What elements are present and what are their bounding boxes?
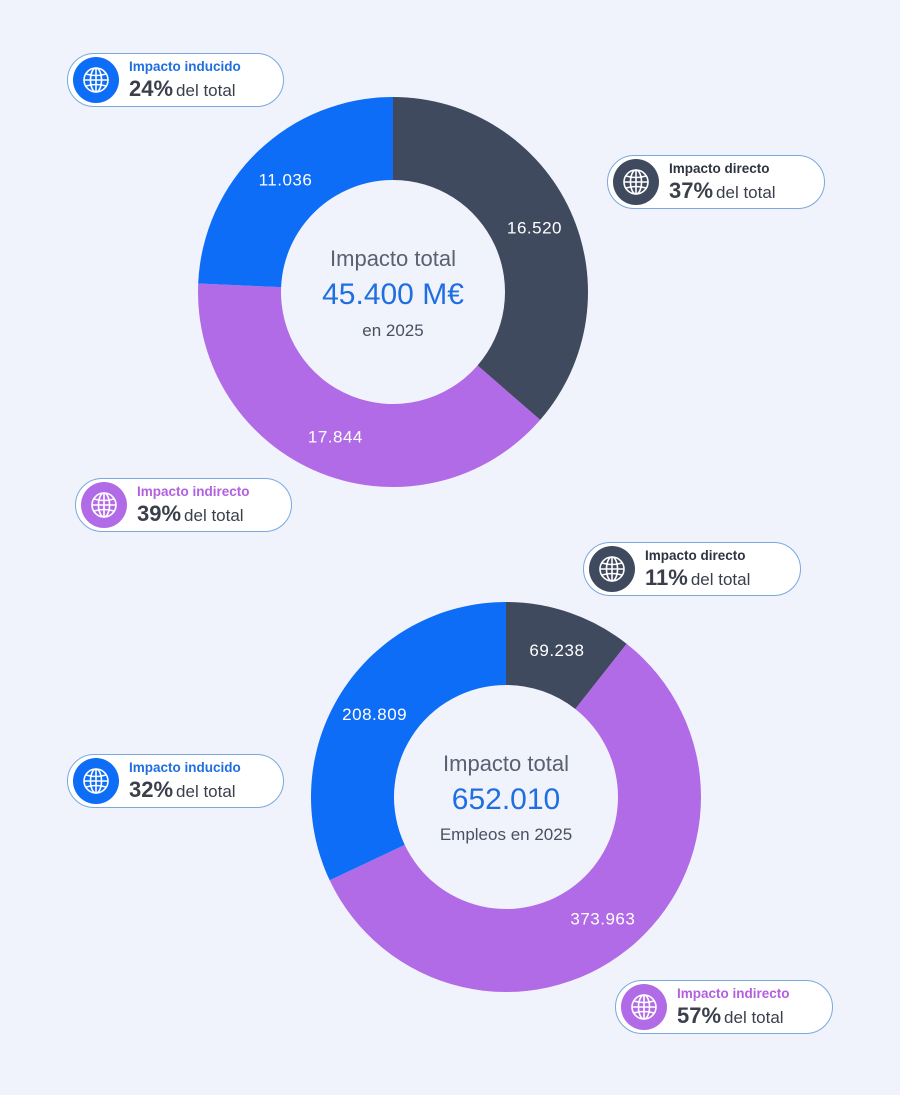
globe-icon-badge <box>81 482 127 528</box>
globe-icon <box>623 169 649 195</box>
legend-percent: 37% <box>669 177 714 203</box>
globe-icon-badge <box>73 758 119 804</box>
globe-icon <box>83 67 109 93</box>
globe-icon-badge <box>589 546 635 592</box>
legend-suffix: del total <box>724 1007 784 1027</box>
legend-category: Impacto directo <box>645 548 746 564</box>
slice-value-label: 373.963 <box>570 910 635 929</box>
slice-inducido <box>310 602 506 881</box>
legend-suffix: del total <box>176 80 236 100</box>
legend-pill-directo: Impacto directo 11% del total <box>583 542 801 596</box>
slice-value-label: 11.036 <box>259 171 313 190</box>
legend-category: Impacto indirecto <box>137 484 250 500</box>
legend-suffix: del total <box>184 505 244 525</box>
slice-indirecto <box>329 643 701 992</box>
legend-text: Impacto indirecto 57% del total <box>677 987 790 1027</box>
legend-percent: 39% <box>137 500 182 526</box>
legend-suffix: del total <box>176 781 236 801</box>
center-subtitle: en 2025 <box>362 321 423 340</box>
legend-percent: 32% <box>129 776 174 802</box>
globe-icon-badge <box>621 984 667 1030</box>
donut-chart-employment: 69.238 373.963 208.809 Impacto total 652.010… <box>310 602 701 992</box>
slice-value-label: 208.809 <box>342 705 407 724</box>
legend-category: Impacto inducido <box>129 760 241 776</box>
legend-percent-line: 39% del total <box>137 500 250 526</box>
legend-percent: 24% <box>129 75 174 101</box>
legend-pill-inducido: Impacto inducido 32% del total <box>67 754 284 808</box>
legend-suffix: del total <box>690 569 751 589</box>
slice-value-label: 69.238 <box>529 641 584 660</box>
legend-percent: 11% <box>645 564 688 590</box>
center-value: 45.400 M€ <box>322 278 464 311</box>
globe-icon-badge <box>73 57 119 103</box>
legend-percent-line: 37% del total <box>669 177 776 203</box>
globe-icon <box>91 492 117 518</box>
legend-pill-indirecto: Impacto indirecto 39% del total <box>75 478 292 532</box>
center-title: Impacto total <box>443 751 569 776</box>
legend-percent-line: 24% del total <box>129 75 241 101</box>
legend-text: Impacto inducido 24% del total <box>129 60 241 100</box>
legend-category: Impacto indirecto <box>677 986 790 1002</box>
globe-icon <box>599 556 625 582</box>
legend-percent-line: 57% del total <box>677 1002 790 1028</box>
center-subtitle: Empleos en 2025 <box>440 825 572 844</box>
legend-category: Impacto directo <box>669 161 770 177</box>
slice-indirecto <box>198 283 541 487</box>
legend-text: Impacto inducido 32% del total <box>129 761 241 801</box>
slice-inducido <box>198 97 393 288</box>
donut-chart-revenue: 16.520 17.844 11.036 Impacto total 45.400 M€… <box>198 97 588 487</box>
legend-suffix: del total <box>716 182 776 202</box>
legend-percent-line: 11% del total <box>645 564 751 590</box>
legend-percent-line: 32% del total <box>129 776 241 802</box>
slice-value-label: 16.520 <box>507 219 562 238</box>
legend-pill-directo: Impacto directo 37% del total <box>607 155 825 209</box>
legend-pill-inducido: Impacto inducido 24% del total <box>67 53 284 107</box>
center-value: 652.010 <box>452 783 560 816</box>
legend-text: Impacto directo 11% del total <box>645 549 750 589</box>
legend-text: Impacto indirecto 39% del total <box>137 485 250 525</box>
legend-text: Impacto directo 37% del total <box>669 162 776 202</box>
slice-directo <box>506 602 627 710</box>
globe-icon <box>631 994 657 1020</box>
legend-pill-indirecto: Impacto indirecto 57% del total <box>615 980 833 1034</box>
globe-icon-badge <box>613 159 659 205</box>
slice-value-label: 17.844 <box>308 427 363 446</box>
center-title: Impacto total <box>330 246 456 271</box>
legend-percent: 57% <box>677 1002 722 1028</box>
globe-icon <box>83 768 109 794</box>
slice-directo <box>393 97 588 420</box>
legend-category: Impacto inducido <box>129 59 241 75</box>
